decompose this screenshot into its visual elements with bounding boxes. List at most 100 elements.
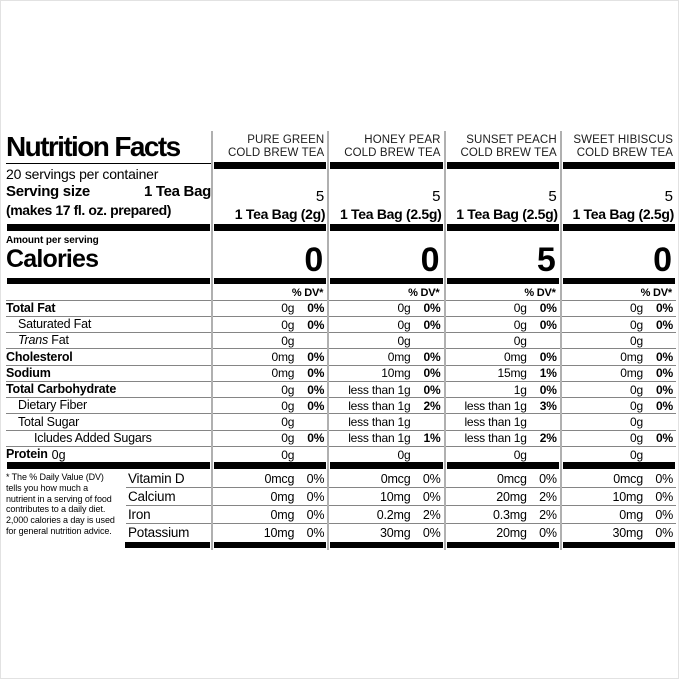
- nutrient-row: 0g: [213, 413, 328, 430]
- nutrient-percent-dv: 0%: [656, 350, 673, 365]
- nutrient-value: 0mg: [504, 350, 527, 365]
- nutrient-value-rows: 0g 0% 0g 0% 0g 0mg 0% 0mg 0% 0g 0% 0g 0% 0g 0g 0% 0g: [213, 299, 328, 463]
- percent-dv-header: % DV*: [640, 286, 673, 299]
- vitamin-row: Calcium: [126, 487, 211, 505]
- nutrient-value: 10mg: [381, 366, 411, 381]
- nutrient-row: less than 1g 0%: [329, 380, 444, 397]
- nutrient-row: 0g: [561, 446, 676, 462]
- nutrient-row: Saturated Fat: [6, 315, 211, 332]
- nutrient-percent-dv: 0%: [307, 317, 325, 332]
- serving-size-label: Serving size: [6, 183, 90, 200]
- nutrient-value: 0g: [630, 333, 643, 348]
- nutrient-label: Sodium: [6, 365, 51, 380]
- vitamins-left-section: * The % Daily Value (DV) tells you how m…: [6, 470, 211, 541]
- nutrient-label: Icludes Added Sugars: [34, 430, 152, 445]
- vitamin-value-rows: 0mcg 0% 0mg 0% 0mg 0% 10mg 0%: [213, 470, 328, 541]
- nutrient-row: Trans Fat: [6, 332, 211, 348]
- serving-size-note: (makes 17 fl. oz. prepared): [6, 202, 172, 218]
- product-name-line1: HONEY PEAR: [364, 134, 441, 146]
- nutrient-row: Icludes Added Sugars: [6, 429, 211, 446]
- nutrient-row: Total Carbohydrate: [6, 380, 211, 397]
- nutrient-percent-dv: 0%: [423, 350, 441, 365]
- nutrient-value-rows: 0g 0% 0g 0% 0g 0mg 0% 0mg 0% 0g 0% 0g 0% 0g 0g 0% 0g: [561, 299, 676, 463]
- nutrient-value: less than 1g: [464, 431, 527, 446]
- nutrient-value: 15mg: [497, 366, 527, 381]
- nutrient-percent-dv: 0%: [423, 301, 441, 316]
- nutrient-row: Sodium: [6, 364, 211, 381]
- thick-divider: [562, 277, 675, 284]
- thick-divider: [446, 277, 559, 284]
- bottom-divider: [6, 541, 211, 550]
- vitamin-percent-dv: 0%: [655, 471, 673, 486]
- nutrient-percent-dv: 0%: [656, 382, 673, 397]
- nutrient-value: 0g: [630, 415, 643, 430]
- nutrient-value-rows: 0g 0% 0g 0% 0g 0mg 0% 10mg 0% less than 1g 0% less …: [329, 299, 444, 463]
- vitamin-value-rows: 0mcg 0% 20mg 2% 0.3mg 2% 20mg 0%: [445, 470, 560, 541]
- nutrient-row: 0g 0%: [213, 429, 328, 446]
- nutrient-percent-dv: 0%: [539, 350, 557, 365]
- nutrient-row: 0g: [561, 413, 676, 430]
- product-header: SWEET HIBISCUS COLD BREW TEA 5 1 Tea Bag (2…: [562, 131, 676, 223]
- nutrient-value: 0g: [281, 333, 295, 348]
- vitamin-label: Vitamin D: [128, 471, 185, 487]
- nutrient-row: 0g: [329, 332, 444, 348]
- nutrient-percent-dv: 2%: [539, 431, 557, 446]
- product-calories: 0: [562, 233, 676, 284]
- product-serving-size: 1 Tea Bag (2.5g): [572, 205, 674, 222]
- nutrient-value: 0g: [513, 333, 527, 348]
- nutrient-value: less than 1g: [464, 398, 527, 413]
- nutrient-row: 0g: [213, 332, 328, 348]
- nutrient-row: 0mg 0%: [213, 348, 328, 364]
- vitamin-value: 30mg: [612, 525, 644, 540]
- product-serving-size: 1 Tea Bag (2.5g): [339, 205, 442, 222]
- nutrient-row: 0g 0%: [561, 429, 676, 446]
- nutrient-row: 0mg 0%: [329, 348, 444, 365]
- vitamin-row: Vitamin D: [126, 470, 211, 487]
- nutrient-percent-dv: 0%: [423, 366, 441, 381]
- thick-divider: [446, 462, 560, 470]
- amount-per-serving-label: Amount per serving: [6, 234, 99, 246]
- product-servings: 5: [548, 187, 557, 205]
- vitamin-label: Iron: [128, 507, 151, 523]
- vitamin-row: 0mg 0%: [213, 487, 328, 505]
- vitamin-percent-dv: 0%: [539, 525, 557, 540]
- nutrient-row: Total Sugar: [6, 413, 211, 429]
- nutrient-label: Total Sugar: [18, 414, 80, 429]
- nutrient-percent-dv: 0%: [307, 301, 325, 316]
- product-calories: 0: [213, 233, 327, 284]
- nutrient-value: 0g: [630, 431, 643, 446]
- nutrient-value: 0g: [281, 415, 295, 430]
- calories-row-label: Amount per serving Calories: [6, 233, 211, 284]
- product-servings: 5: [315, 187, 325, 205]
- nutrient-percent-dv: 0%: [656, 398, 673, 413]
- product-servings: 5: [432, 187, 441, 205]
- nutrient-row: 0g 0%: [213, 315, 328, 332]
- nutrient-percent-dv: 0%: [423, 382, 441, 397]
- nutrient-row: 0g 0%: [445, 315, 560, 332]
- nutrient-row: 0g 0%: [561, 315, 676, 332]
- nutrient-percent-dv: 0%: [307, 382, 325, 397]
- vitamin-value: 10mg: [612, 489, 644, 504]
- thick-divider: [330, 277, 443, 284]
- product-header: SUNSET PEACH COLD BREW TEA 5 1 Tea Bag (2.5…: [446, 131, 560, 223]
- nutrient-percent-dv: 0%: [539, 382, 557, 397]
- nutrient-row: Total Fat: [6, 299, 211, 316]
- product-name-line1: PURE GREEN: [247, 134, 325, 146]
- product-name-line2: COLD BREW TEA: [460, 146, 557, 159]
- vitamin-row: 0mcg 0%: [329, 470, 443, 487]
- product-name: SWEET HIBISCUS COLD BREW TEA: [562, 131, 676, 161]
- nutrient-percent-dv: 0%: [656, 301, 673, 316]
- vitamin-percent-dv: 0%: [655, 489, 673, 504]
- vitamin-row: 0mg 0%: [213, 505, 328, 523]
- vitamin-row: Iron: [126, 505, 211, 523]
- nutrient-percent-dv: 1%: [539, 366, 557, 381]
- thick-divider: [329, 462, 443, 470]
- nutrient-value: less than 1g: [348, 398, 411, 413]
- nutrient-row: Dietary Fiber: [6, 397, 211, 413]
- calories-value: 5: [536, 240, 556, 279]
- vitamin-label: Potassium: [128, 525, 190, 541]
- thick-divider: [6, 462, 211, 470]
- percent-dv-header: % DV*: [408, 286, 440, 299]
- vitamin-row: 0mg 0%: [561, 505, 676, 523]
- nutrient-row: 0mg 0%: [213, 364, 328, 381]
